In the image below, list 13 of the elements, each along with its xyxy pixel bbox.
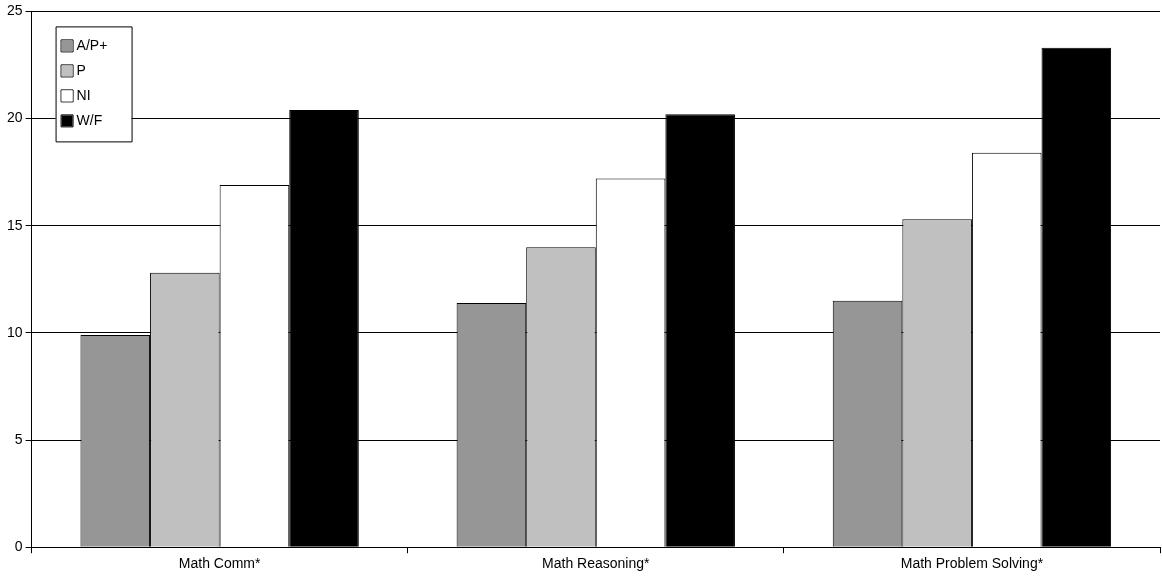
legend-label: NI bbox=[76, 87, 91, 104]
y-tick-label: 25 bbox=[6, 2, 23, 19]
y-tick-label: 0 bbox=[14, 538, 23, 555]
y-tick-label: 20 bbox=[6, 109, 23, 126]
x-tick-label: Math Problem Solving* bbox=[900, 555, 1044, 572]
x-tick-label: Math Reasoning* bbox=[542, 555, 651, 572]
x-tick-label: Math Comm* bbox=[178, 555, 262, 572]
y-tick-label: 5 bbox=[14, 430, 23, 447]
legend-label: P bbox=[76, 62, 86, 79]
legend-label: W/F bbox=[76, 112, 103, 129]
legend-label: A/P+ bbox=[76, 37, 108, 54]
y-tick-label: 15 bbox=[6, 216, 23, 233]
y-tick-label: 10 bbox=[6, 323, 23, 340]
